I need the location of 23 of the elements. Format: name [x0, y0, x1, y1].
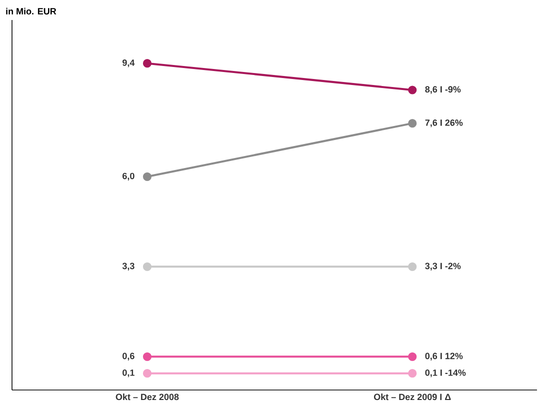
data-label: 9,4 [122, 59, 135, 68]
point [142, 262, 152, 271]
data-label: 8,6 I -9% [425, 86, 461, 94]
x-tick-label: Okt – Dez 2008 [116, 394, 179, 400]
x-tick-label: Okt – Dez 2009 I Δ [374, 394, 451, 400]
data-label: 3,3 I -2% [425, 262, 461, 270]
data-label: 6,0 [122, 172, 134, 180]
point [408, 262, 417, 271]
point [408, 119, 417, 128]
point [142, 369, 152, 378]
data-label: 0,6 [122, 352, 134, 360]
data-label: 7,6 I 26% [425, 119, 463, 128]
y-axis-title: in Mio. EUR [6, 8, 56, 14]
data-label: 0,1 I -14% [425, 369, 466, 378]
point [142, 59, 152, 68]
point [142, 352, 152, 361]
data-label: 0,1 [122, 369, 134, 378]
point [408, 86, 417, 94]
data-label: 0,6 I 12% [425, 352, 463, 360]
point [408, 352, 417, 361]
data-label: 3,3 [122, 262, 134, 270]
point [408, 369, 417, 378]
point [142, 172, 152, 181]
